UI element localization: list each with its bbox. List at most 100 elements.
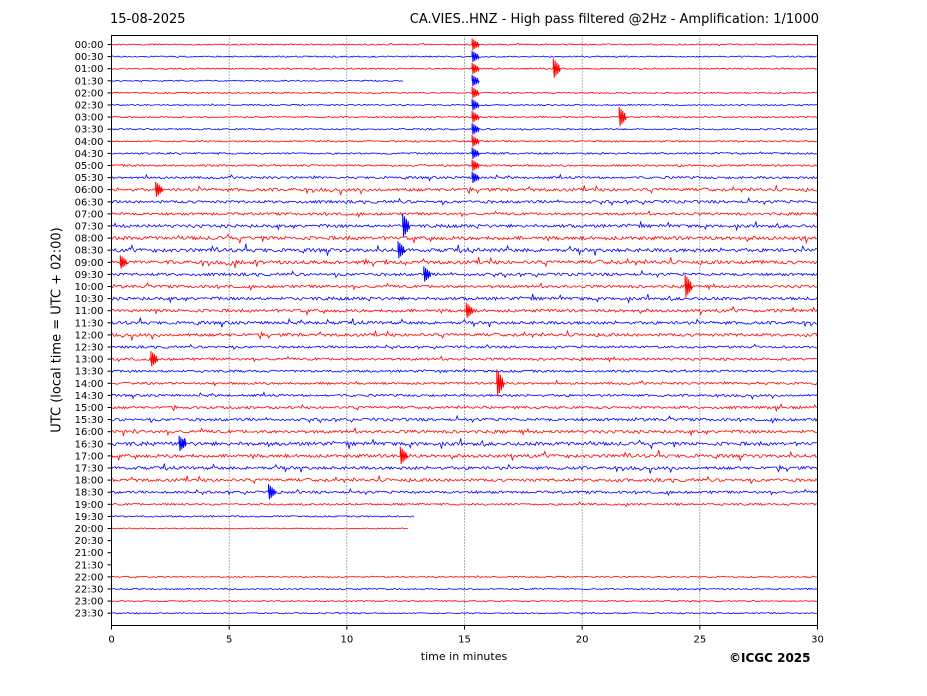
y-tick-label: 05:00 (75, 161, 104, 172)
y-tick-label: 08:00 (75, 234, 104, 245)
event-spike (471, 171, 480, 184)
trace-1830 (111, 487, 818, 497)
trace-1200 (111, 329, 818, 341)
trace-2300 (111, 599, 818, 603)
y-tick-label: 16:00 (75, 427, 104, 438)
trace-1530 (111, 414, 818, 425)
chart-title: CA.VIES..HNZ - High pass filtered @2Hz -… (409, 12, 819, 27)
event-spike (471, 147, 480, 159)
event-spike (471, 135, 480, 147)
trace-1900 (111, 501, 818, 507)
trace-1700 (111, 450, 818, 462)
event-spike (471, 74, 480, 87)
trace-0130 (111, 79, 404, 83)
trace-1330 (111, 368, 818, 374)
y-tick-label: 00:30 (75, 52, 104, 63)
y-tick-label: 18:00 (75, 476, 104, 487)
trace-0800 (111, 233, 818, 245)
x-tick-label: 20 (576, 635, 589, 646)
trace-1230 (111, 343, 818, 350)
y-tick-label: 03:30 (75, 125, 104, 136)
y-tick-label: 08:30 (75, 246, 104, 257)
trace-0900 (111, 256, 818, 268)
trace-1800 (111, 474, 818, 485)
x-tick-label: 10 (340, 635, 353, 646)
trace-1030 (111, 293, 818, 305)
trace-0630 (111, 197, 818, 206)
x-tick-label: 15 (458, 635, 471, 646)
x-tick-label: 25 (693, 635, 706, 646)
traces (111, 38, 818, 615)
y-tick-label: 00:00 (75, 40, 104, 51)
trace-0730 (111, 221, 818, 232)
y-tick-label: 19:00 (75, 500, 104, 511)
trace-2200 (111, 575, 818, 579)
x-axis-label: time in minutes (420, 650, 508, 663)
event-spike (471, 111, 480, 123)
trace-0030 (111, 55, 818, 58)
y-tick-label: 12:00 (75, 330, 104, 341)
trace-1730 (111, 463, 818, 474)
event-spike (397, 241, 406, 259)
trace-1630 (111, 438, 818, 450)
y-tick-label: 22:00 (75, 572, 104, 583)
event-spike (471, 98, 480, 111)
event-spike (471, 62, 480, 75)
event-spike (618, 107, 627, 127)
event-spike (496, 369, 505, 396)
trace-0430 (111, 151, 818, 156)
event-spike (471, 123, 480, 135)
y-tick-label: 14:00 (75, 379, 104, 390)
trace-1300 (111, 355, 818, 364)
y-tick-label: 16:30 (75, 439, 104, 450)
y-tick-label: 03:00 (75, 113, 104, 124)
x-tick-label: 30 (811, 635, 824, 646)
event-spike (471, 159, 480, 171)
trace-0200 (111, 91, 818, 95)
trace-1000 (111, 282, 818, 292)
trace-1500 (111, 403, 818, 413)
event-spike (684, 274, 693, 298)
y-tick-label: 01:00 (75, 64, 104, 75)
y-tick-label: 20:30 (75, 536, 104, 547)
trace-0100 (111, 67, 818, 70)
y-tick-label: 21:30 (75, 560, 104, 571)
trace-0830 (111, 243, 818, 256)
trace-0530 (111, 173, 818, 182)
y-tick-label: 01:30 (75, 76, 104, 87)
x-axis-ticks: 0 5 10 15 20 25 30 (108, 625, 824, 646)
trace-1600 (111, 426, 818, 437)
y-tick-label: 13:00 (75, 355, 104, 366)
y-tick-label: 20:00 (75, 524, 104, 535)
y-tick-label: 07:00 (75, 209, 104, 220)
y-tick-label: 12:30 (75, 343, 104, 354)
y-tick-label: 02:30 (75, 101, 104, 112)
trace-2230 (111, 587, 818, 591)
event-spike (471, 86, 480, 99)
y-tick-label: 02:00 (75, 88, 104, 99)
event-spike (268, 484, 276, 500)
x-tick-label: 0 (108, 635, 114, 646)
trace-2000 (111, 527, 408, 530)
event-spike (471, 38, 480, 50)
event-spike (119, 255, 128, 269)
trace-0600 (111, 184, 818, 196)
event-spike (155, 181, 164, 197)
trace-0930 (111, 269, 818, 279)
event-spike (471, 50, 480, 63)
y-tick-label: 23:00 (75, 597, 104, 608)
trace-0330 (111, 127, 818, 131)
y-tick-label: 06:00 (75, 185, 104, 196)
trace-1430 (111, 391, 818, 401)
y-tick-label: 13:30 (75, 367, 104, 378)
event-spike (465, 302, 474, 318)
y-tick-label: 11:30 (75, 318, 104, 329)
y-tick-label: 04:00 (75, 137, 104, 148)
event-spike (402, 213, 411, 237)
y-tick-label: 07:30 (75, 222, 104, 233)
event-spike (399, 446, 408, 465)
grid-lines (228, 35, 701, 626)
y-tick-label: 10:30 (75, 294, 104, 305)
